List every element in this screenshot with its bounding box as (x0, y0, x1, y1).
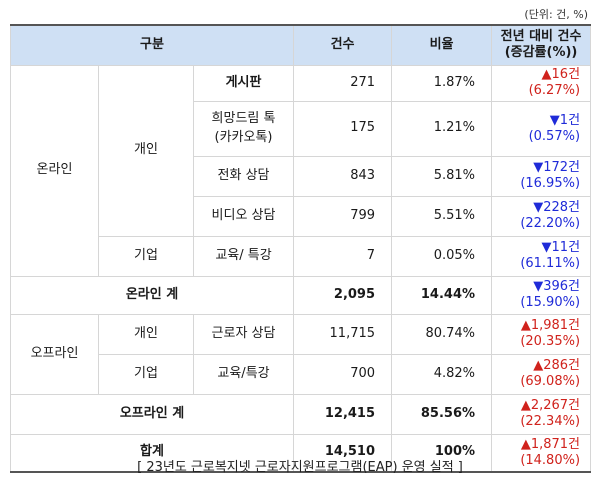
change-value: ▲16건 (541, 67, 581, 83)
header-count: 건수 (293, 24, 393, 66)
row-ratio: 5.81% (391, 155, 493, 197)
row-change: ▲1,871건 (14.80%) (491, 433, 592, 473)
row-name: 교육/ 특강 (192, 235, 295, 277)
change-rate: (14.80%) (520, 452, 581, 468)
row-name-line1: 희망드림 톡 (211, 110, 276, 126)
change-rate: (22.20%) (520, 216, 581, 231)
row-count: 843 (293, 155, 393, 197)
row-count: 2,095 (293, 275, 393, 315)
change-rate: (22.34%) (520, 414, 581, 429)
row-count: 7 (293, 235, 393, 277)
change-rate: (6.27%) (528, 83, 581, 98)
change-value: ▼1건 (549, 112, 581, 128)
header-yoy: 전년 대비 건수 (증감률(%)) (491, 24, 592, 66)
row-ratio: 14.44% (391, 275, 493, 315)
table-row: 기업 교육/ 특강 7 0.05% ▼11건 (61.11%) (11, 235, 592, 277)
change-rate: (61.11%) (520, 256, 581, 271)
row-name: 희망드림 톡 (카카오톡) (192, 100, 295, 157)
table-row: 전화 상담 843 5.81% ▼172건 (16.95%) (11, 155, 592, 197)
row-name: 교육/특강 (192, 353, 295, 395)
row-change: ▼172건 (16.95%) (491, 155, 592, 197)
change-value: ▲1,871건 (520, 437, 581, 453)
change-value: ▲2,267건 (520, 398, 581, 414)
row-name: 전화 상담 (192, 155, 295, 197)
subtotal-row: 오프라인 계 12,415 85.56% ▲2,267건 (22.34%) (9, 393, 592, 435)
row-ratio: 4.82% (391, 353, 493, 395)
row-name: 근로자 상담 (192, 313, 295, 355)
header-row: 구분 건수 비율 전년 대비 건수 (증감률(%)) (9, 24, 592, 66)
subgroup-label-individual: 개인 (98, 313, 194, 355)
subgroup-label-individual: 개인 (98, 64, 194, 237)
header-ratio: 비율 (391, 24, 493, 66)
change-rate: (15.90%) (520, 295, 581, 310)
header-yoy-line2: (증감률(%)) (504, 45, 578, 61)
change-value: ▲1,981건 (520, 318, 581, 334)
header-category: 구분 (9, 24, 295, 66)
row-count: 12,415 (293, 393, 393, 435)
row-count: 271 (293, 64, 393, 102)
header-yoy-line1: 전년 대비 건수 (500, 29, 582, 44)
row-change: ▲1,981건 (20.35%) (491, 313, 592, 355)
change-value: ▲286건 (533, 358, 581, 374)
group-label-online: 온라인 (10, 64, 99, 277)
subtotal-row: 온라인 계 2,095 14.44% ▼396건 (15.90%) (9, 275, 592, 315)
row-name: 게시판 (192, 64, 295, 102)
table-row: 온라인 개인 게시판 271 1.87% ▲16건 (6.27%) (10, 64, 592, 277)
row-count: 700 (293, 353, 393, 395)
row-name: 오프라인 계 (9, 393, 295, 435)
row-name: 합계 (9, 433, 295, 473)
change-value: ▼396건 (533, 279, 581, 295)
change-rate: (16.95%) (520, 176, 581, 191)
row-ratio: 0.05% (391, 235, 493, 277)
row-ratio: 5.51% (391, 195, 493, 237)
row-name-line2: (카카오톡) (214, 129, 273, 145)
row-count: 11,715 (293, 313, 393, 355)
table-caption: [ 23년도 근로복지넷 근로자지원프로그램(EAP) 운영 실적 ] (137, 460, 463, 475)
row-change: ▼228건 (22.20%) (491, 195, 592, 237)
table-row: 희망드림 톡 (카카오톡) 175 1.21% ▼1건 (0.57%) (11, 100, 592, 157)
change-rate: (0.57%) (528, 128, 581, 144)
change-value: ▼228건 (533, 200, 581, 216)
change-value: ▼172건 (533, 160, 581, 176)
row-ratio: 100% (391, 433, 493, 473)
subgroup-label-corporate: 기업 (98, 353, 194, 395)
total-row: 합계 14,510 100% ▲1,871건 (14.80%) (9, 433, 592, 473)
change-rate: (69.08%) (520, 374, 581, 389)
change-rate: (20.35%) (520, 334, 581, 349)
table-row: 비디오 상담 799 5.51% ▼228건 (22.20%) (11, 195, 592, 237)
row-change: ▲286건 (69.08%) (491, 353, 592, 395)
row-ratio: 1.21% (391, 100, 493, 157)
group-label-offline: 오프라인 (10, 313, 99, 395)
eap-results-table: 구분 건수 비율 전년 대비 건수 (증감률(%)) 온라인 개인 게시판 27… (9, 24, 592, 473)
row-ratio: 80.74% (391, 313, 493, 355)
row-change: ▼396건 (15.90%) (491, 275, 592, 315)
row-count: 175 (293, 100, 393, 157)
row-ratio: 85.56% (391, 393, 493, 435)
row-change: ▲16건 (6.27%) (491, 64, 592, 102)
table-row: 오프라인 개인 근로자 상담 11,715 80.74% ▲1,981건 (20… (10, 313, 592, 395)
row-change: ▲2,267건 (22.34%) (491, 393, 592, 435)
table-row: 기업 교육/특강 700 4.82% ▲286건 (69.08%) (11, 353, 592, 395)
row-ratio: 1.87% (391, 64, 493, 102)
subgroup-label-corporate: 기업 (98, 235, 194, 277)
unit-note: (단위: 건, %) (524, 8, 588, 21)
row-change: ▼11건 (61.11%) (491, 235, 592, 277)
row-change: ▼1건 (0.57%) (491, 100, 592, 157)
change-value: ▼11건 (541, 240, 581, 256)
row-name: 비디오 상담 (192, 195, 295, 237)
row-count: 799 (293, 195, 393, 237)
row-name: 온라인 계 (9, 275, 295, 315)
